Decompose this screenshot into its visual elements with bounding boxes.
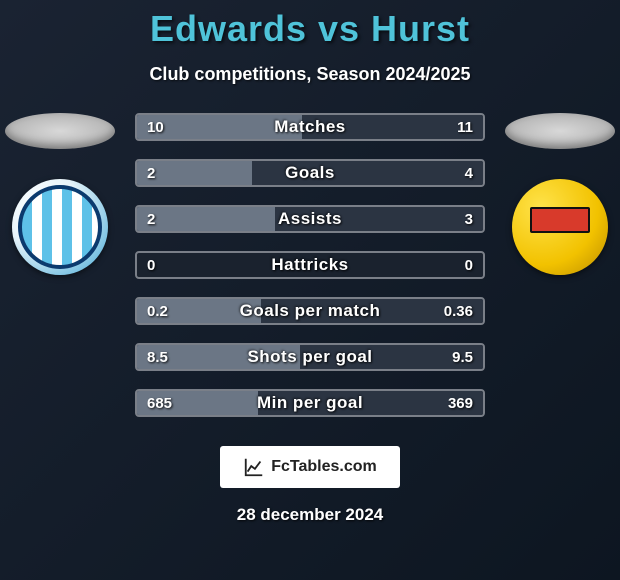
stat-row-shots-per-goal: 8.59.5Shots per goal [135,343,485,371]
stat-label: Shots per goal [137,345,483,369]
stat-row-assists: 23Assists [135,205,485,233]
stat-label: Hattricks [137,253,483,277]
doncaster-rovers-badge-icon [512,179,608,275]
player-right-column [500,113,620,275]
stat-row-goals: 24Goals [135,159,485,187]
comparison-area: 1011Matches 24Goals 23Assists 00Hattricks 0.… [0,113,620,433]
subtitle: Club competitions, Season 2024/2025 [0,64,620,85]
player-left-head-icon [5,113,115,149]
stat-label: Assists [137,207,483,231]
player-right-head-icon [505,113,615,149]
stat-label: Min per goal [137,391,483,415]
stat-bars: 1011Matches 24Goals 23Assists 00Hattricks 0.… [135,113,485,417]
fctables-watermark: FcTables.com [220,446,400,488]
stat-label: Goals [137,161,483,185]
colchester-united-badge-icon [12,179,108,275]
stat-label: Matches [137,115,483,139]
stat-row-matches: 1011Matches [135,113,485,141]
stat-label: Goals per match [137,299,483,323]
watermark-text: FcTables.com [271,458,377,476]
chart-icon [243,456,265,478]
page-title: Edwards vs Hurst [0,0,620,50]
player-left-column [0,113,120,275]
stat-row-goals-per-match: 0.20.36Goals per match [135,297,485,325]
comparison-date: 28 december 2024 [0,505,620,525]
stat-row-min-per-goal: 685369Min per goal [135,389,485,417]
stat-row-hattricks: 00Hattricks [135,251,485,279]
